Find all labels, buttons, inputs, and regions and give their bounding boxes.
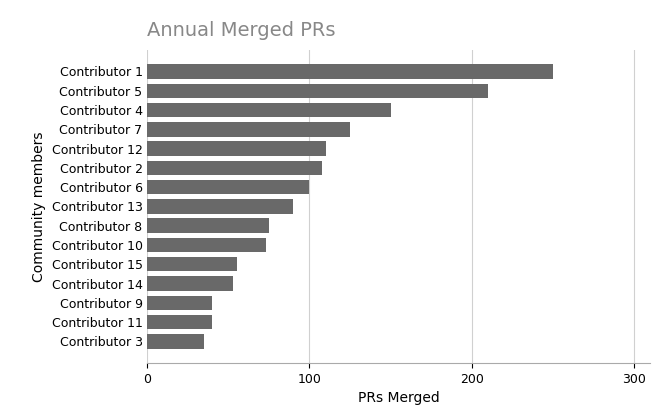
X-axis label: PRs Merged: PRs Merged: [358, 391, 440, 405]
Bar: [147, 334, 204, 349]
Bar: [147, 257, 237, 271]
Text: Annual Merged PRs: Annual Merged PRs: [147, 21, 336, 40]
Bar: [147, 238, 266, 252]
Bar: [147, 103, 391, 117]
Bar: [147, 219, 269, 233]
Y-axis label: Community members: Community members: [32, 131, 46, 281]
Bar: [147, 122, 350, 136]
Bar: [147, 83, 488, 98]
Bar: [147, 276, 233, 291]
Bar: [147, 199, 293, 214]
Bar: [147, 180, 310, 194]
Bar: [147, 296, 212, 310]
Bar: [147, 64, 553, 79]
Bar: [147, 315, 212, 329]
Bar: [147, 161, 322, 175]
Bar: [147, 141, 326, 156]
